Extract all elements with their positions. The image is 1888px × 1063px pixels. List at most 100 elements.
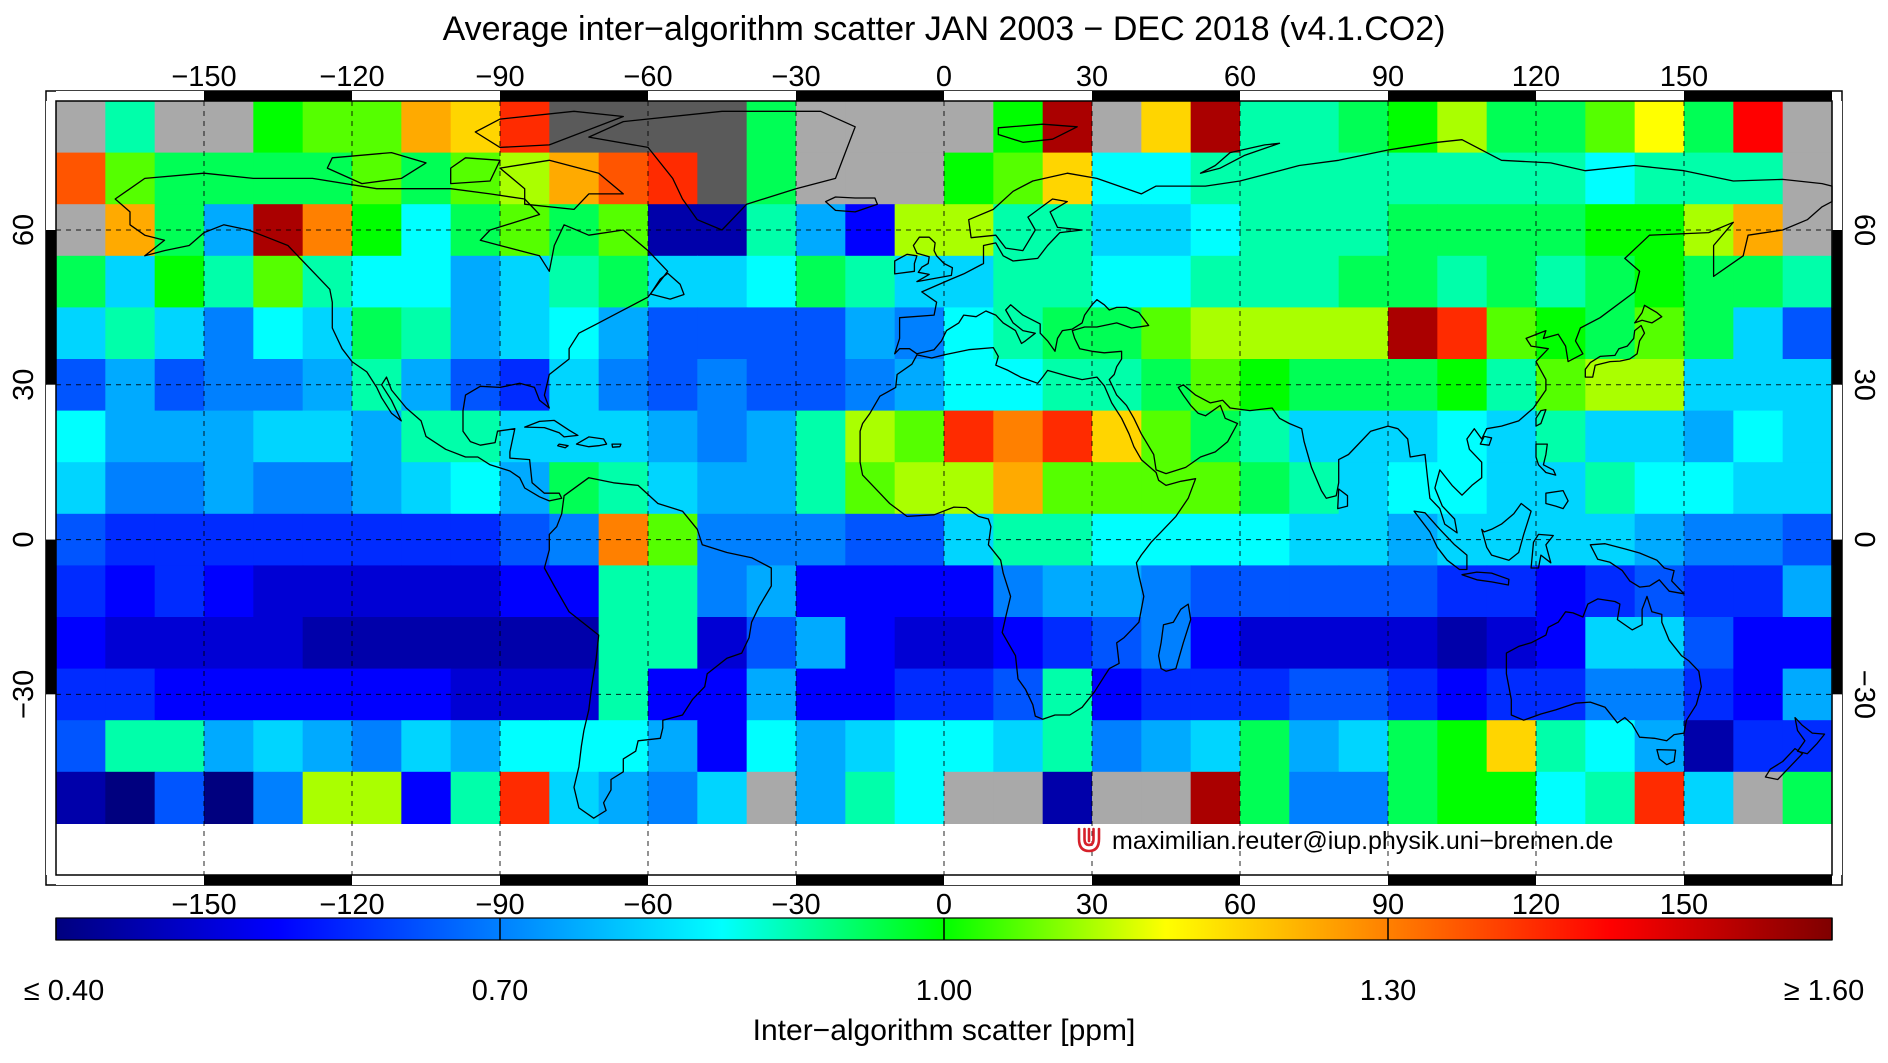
frame-segment-left: [46, 694, 56, 875]
heatmap-cell: [253, 101, 304, 154]
heatmap-cell: [746, 462, 797, 515]
heatmap-cell: [1684, 771, 1734, 824]
x-tick-label-top: −90: [475, 61, 524, 93]
heatmap-cell: [105, 462, 156, 515]
x-tick-label-top: 0: [936, 61, 952, 93]
heatmap-cell: [1585, 307, 1636, 360]
heatmap-cell: [1782, 771, 1833, 824]
heatmap-cell: [1190, 565, 1241, 618]
heatmap-cell: [993, 771, 1044, 824]
heatmap-cell: [845, 152, 896, 205]
x-tick-label-top: 90: [1372, 61, 1404, 93]
frame-segment-bottom: [648, 875, 796, 885]
heatmap-cell: [105, 101, 156, 154]
map-frame-border: [46, 91, 1842, 885]
heatmap-cell: [154, 307, 205, 360]
heatmap-cell: [1634, 255, 1685, 308]
heatmap-cell: [1486, 720, 1537, 773]
heatmap-cell: [845, 565, 896, 618]
heatmap-cell: [598, 617, 649, 670]
heatmap-cell: [1092, 720, 1142, 773]
heatmap-cell: [1585, 255, 1636, 308]
heatmap-cell: [697, 307, 748, 360]
heatmap-cell: [944, 462, 994, 515]
heatmap-cell: [1092, 307, 1142, 360]
frame-segment-bottom: [56, 875, 204, 885]
frame-segment-left: [46, 101, 56, 230]
frame-segment-top: [1684, 91, 1832, 101]
heatmap-cell: [845, 255, 896, 308]
heatmap-cell: [500, 255, 550, 308]
heatmap-cell: [1240, 720, 1290, 773]
coastline-path: [859, 346, 1197, 720]
heatmap-cell: [1733, 565, 1784, 618]
heatmap-cell: [1733, 307, 1784, 360]
heatmap-cell: [1190, 617, 1241, 670]
heatmap-cell: [1782, 307, 1833, 360]
heatmap-cell: [1289, 101, 1340, 154]
heatmap-cell: [500, 307, 550, 360]
heatmap-cell: [302, 565, 353, 618]
heatmap-cell: [1338, 771, 1389, 824]
heatmap-cell: [598, 565, 649, 618]
heatmap-cell: [796, 617, 846, 670]
y-tick-label-left: −30: [8, 670, 40, 719]
x-tick-label-top: 150: [1660, 61, 1708, 93]
coastline-path: [1584, 324, 1646, 378]
x-tick-label-bottom: −60: [623, 889, 672, 921]
frame-segment-right: [1832, 384, 1842, 540]
heatmap-cell: [697, 720, 748, 773]
heatmap-cell: [1240, 462, 1290, 515]
coastline-path: [1199, 142, 1281, 174]
heatmap-cell: [302, 720, 353, 773]
heatmap-cell: [549, 307, 600, 360]
heatmap-cell: [1338, 617, 1389, 670]
heatmap-cell: [944, 565, 994, 618]
heatmap-cell: [1141, 307, 1192, 360]
coastline-path: [588, 110, 856, 231]
heatmap-cell: [598, 101, 649, 154]
heatmap-cell: [1782, 720, 1833, 773]
heatmap-cell: [1042, 152, 1093, 205]
heatmap-cell: [1042, 617, 1093, 670]
heatmap-cell: [450, 462, 501, 515]
heatmap-cell: [1388, 101, 1438, 154]
grid-lines: [56, 101, 1832, 875]
frame-segment-left: [46, 539, 56, 695]
y-tick-label-right: 0: [1848, 532, 1880, 548]
heatmap-cell: [598, 152, 649, 205]
coastline-path: [824, 196, 879, 213]
colorbar-tick-label: 0.70: [472, 975, 528, 1007]
heatmap-cell: [746, 410, 797, 463]
heatmap-cell: [352, 307, 402, 360]
heatmap-cell: [894, 617, 945, 670]
heatmap-cell: [1437, 101, 1488, 154]
heatmap-cell: [1585, 565, 1636, 618]
heatmap-cell: [352, 617, 402, 670]
heatmap-cell: [352, 720, 402, 773]
heatmap-cell: [204, 565, 254, 618]
heatmap-cell: [1042, 462, 1093, 515]
heatmap-cell: [746, 771, 797, 824]
colorbar-tick-labels: ≤ 0.40 0.70 1.00 1.30 ≥ 1.60: [24, 975, 1864, 1007]
x-tick-label-bottom: 150: [1660, 889, 1708, 921]
heatmap-cell: [56, 617, 106, 670]
heatmap-cell: [549, 101, 600, 154]
heatmap-cell: [1437, 771, 1488, 824]
coastline-path: [474, 110, 624, 149]
frame-segment-top: [648, 91, 796, 101]
heatmap-cell: [796, 771, 846, 824]
heatmap-cell: [598, 255, 649, 308]
frame-segment-bottom: [204, 875, 352, 885]
heatmap-cell: [1437, 462, 1488, 515]
heatmap-cell: [845, 307, 896, 360]
heatmap-cell: [993, 410, 1044, 463]
heatmap-cell: [1634, 307, 1685, 360]
heatmap-cell: [549, 720, 600, 773]
x-tick-label-bottom: 60: [1224, 889, 1256, 921]
heatmap-cell: [1388, 771, 1438, 824]
heatmap-cell: [648, 255, 698, 308]
heatmap-cell: [993, 255, 1044, 308]
frame-segment-top: [56, 91, 204, 101]
